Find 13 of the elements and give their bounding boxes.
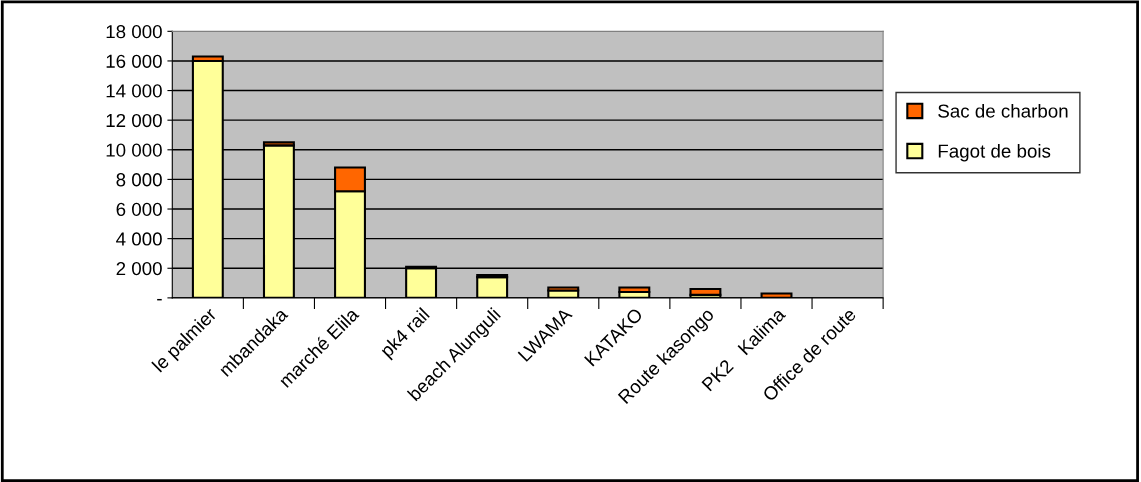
- y-tick-label: 16 000: [106, 54, 162, 68]
- y-tick-label: 10 000: [106, 143, 162, 157]
- y-tick-label: 12 000: [106, 113, 162, 128]
- legend-label: Fagot de bois: [938, 143, 1051, 162]
- legend-label: Sac de charbon: [938, 103, 1068, 118]
- y-tick-label: -: [157, 298, 162, 301]
- y-tick-label: 18 000: [106, 25, 162, 39]
- y-tick-label: 2 000: [116, 261, 162, 276]
- y-tick-label: 8 000: [116, 173, 162, 187]
- y-tick-label: 14 000: [106, 84, 162, 98]
- y-tick-label: 4 000: [116, 232, 162, 246]
- y-tick-label: 6 000: [116, 202, 162, 217]
- x-tick-label: pk4 rail: [379, 307, 433, 361]
